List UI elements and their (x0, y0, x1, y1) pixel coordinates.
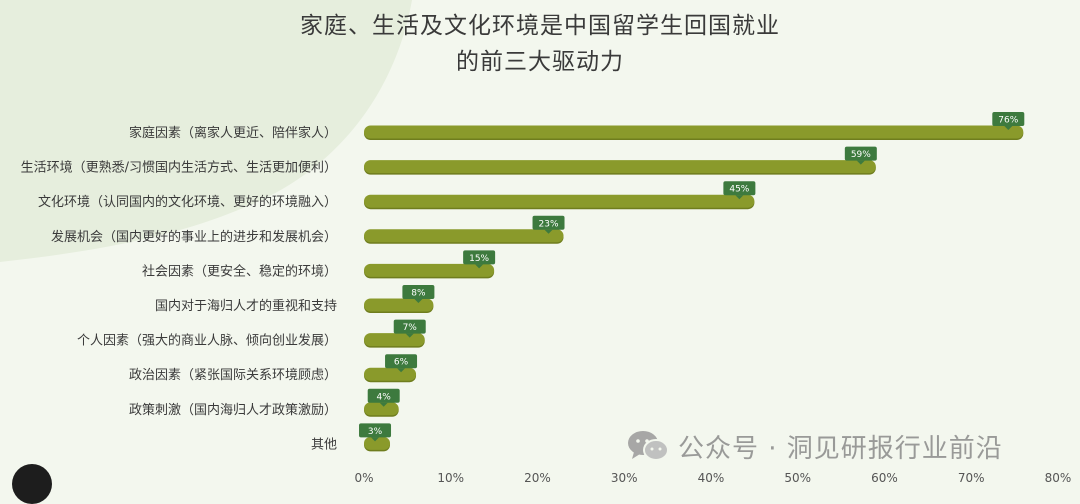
value-label: 8% (411, 289, 426, 299)
category-label: 文化环境（认同国内的文化环境、更好的环境融入） (38, 194, 337, 210)
value-label: 4% (377, 392, 392, 402)
value-label-pointer (371, 437, 380, 442)
category-label: 发展机会（国内更好的事业上的进步和发展机会） (51, 229, 337, 245)
value-label: 23% (539, 219, 559, 229)
value-label-bubble (393, 319, 426, 334)
x-tick-label: 60% (871, 471, 898, 485)
value-label-pointer (735, 195, 744, 200)
bar-chart: 家庭因素（离家人更近、陪伴家人） 76% 生活环境（更熟悉/习惯国内生活方式、生活更… (21, 112, 1072, 485)
value-label-bubble (532, 215, 565, 230)
category-label: 家庭因素（离家人更近、陪伴家人） (129, 125, 337, 141)
x-tick-label: 80% (1045, 471, 1072, 485)
x-tick-label: 70% (958, 471, 985, 485)
value-label-bubble (992, 112, 1025, 126)
value-label-bubble (359, 423, 392, 438)
bar (364, 194, 755, 208)
wechat-icon (628, 431, 669, 461)
value-label-pointer (397, 368, 406, 373)
bar (364, 298, 434, 312)
bar (364, 333, 425, 347)
watermark-text: 公众号 · 洞见研报行业前沿 (678, 433, 1003, 464)
value-label-pointer (1004, 126, 1013, 130)
value-label: 6% (394, 358, 409, 368)
x-tick-label: 30% (611, 471, 638, 485)
value-label-bubble (402, 285, 435, 299)
background-arc (0, 0, 412, 262)
category-label: 其他 (311, 437, 337, 452)
bar (364, 436, 391, 450)
value-label: 3% (368, 427, 383, 437)
category-label: 政治因素（紧张国际关系环境顾虑） (129, 368, 337, 383)
bar (364, 160, 876, 174)
value-label: 15% (469, 254, 489, 264)
value-label-pointer (379, 402, 388, 407)
watermark: 公众号 · 洞见研报行业前沿 (626, 426, 1003, 466)
chart-title-line-2: 的前三大驱动力 (456, 49, 624, 75)
category-label: 生活环境（更熟悉/习惯国内生活方式、生活更加便利） (21, 160, 337, 176)
value-label-pointer (414, 299, 423, 303)
value-label-bubble (723, 181, 756, 196)
value-label-bubble (367, 388, 400, 403)
x-tick-label: 20% (524, 471, 551, 485)
value-label-bubble (463, 250, 496, 265)
bar (364, 229, 564, 243)
value-label-pointer (405, 333, 414, 338)
category-label: 个人因素（强大的商业人脉、倾向创业发展） (77, 333, 337, 349)
category-label: 国内对于海归人才的重视和支持 (155, 298, 337, 314)
x-tick-label: 10% (437, 471, 464, 485)
value-label: 7% (403, 323, 418, 333)
category-label: 政策刺激（国内海归人才政策激励） (129, 402, 337, 418)
bar (364, 402, 399, 416)
value-label: 59% (851, 150, 871, 160)
category-label: 社会因素（更安全、稳定的环境） (142, 263, 337, 279)
x-tick-label: 50% (784, 471, 811, 485)
corner-decoration (12, 464, 52, 504)
x-tick-label: 40% (698, 471, 725, 485)
value-label-bubble (844, 146, 877, 161)
value-label-pointer (856, 160, 865, 165)
x-tick-label: 0% (354, 471, 373, 485)
chart-title-line-1: 家庭、生活及文化环境是中国留学生回国就业 (300, 13, 780, 39)
bar (364, 125, 1024, 139)
value-label: 45% (729, 185, 749, 195)
bar (364, 367, 417, 381)
value-label: 76% (998, 116, 1018, 126)
value-label-bubble (385, 354, 418, 369)
bar (364, 263, 495, 277)
value-label-pointer (475, 264, 484, 269)
value-label-pointer (544, 229, 553, 234)
